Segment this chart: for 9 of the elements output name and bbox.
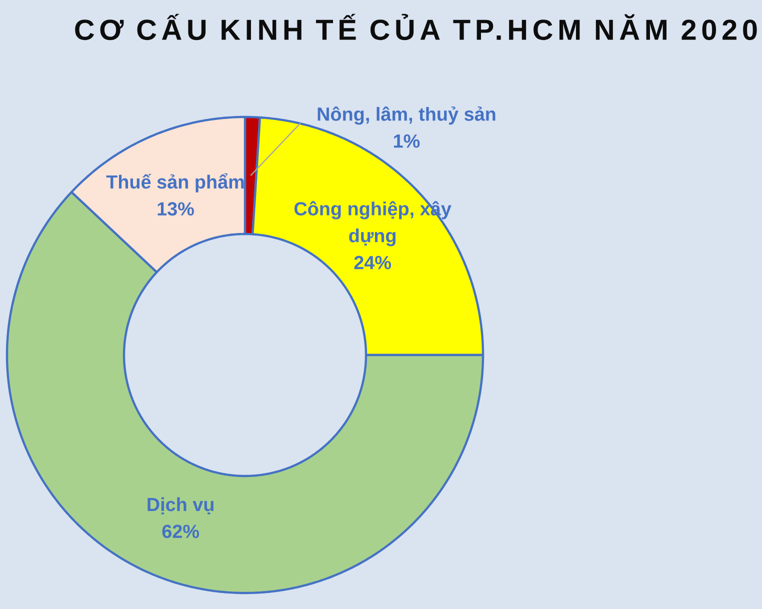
data-label: 1% <box>394 134 420 148</box>
data-label: 24% <box>354 256 392 270</box>
data-label: 62% <box>162 524 200 538</box>
data-label: 13% <box>158 202 194 216</box>
chart-title: CƠ CẤU KINH TẾ CỦA TP.HCM NĂM 2020 <box>75 14 757 40</box>
slice-label: Thuế sản phẩm <box>106 173 244 192</box>
slice-label: Nông, lâm, thuỷ sản <box>318 106 496 125</box>
slice-label: Công nghiệp, xây dựng <box>294 201 452 246</box>
slice-label: Dịch vụ <box>148 497 214 514</box>
